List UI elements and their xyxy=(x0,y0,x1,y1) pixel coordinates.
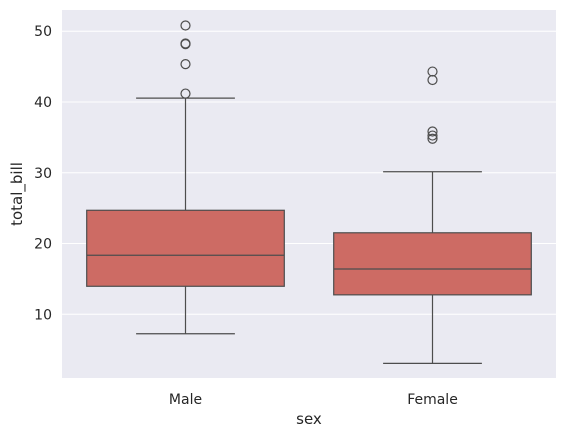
outlier-point xyxy=(427,133,438,144)
x-tick-labels: Male Female xyxy=(169,392,458,408)
outlier-point xyxy=(180,59,191,70)
x-tick-label: Male xyxy=(169,392,202,408)
plot-area xyxy=(62,10,556,378)
outlier-point xyxy=(180,88,191,99)
outlier-point xyxy=(427,130,438,141)
x-axis-label: sex xyxy=(296,410,322,428)
box-female xyxy=(333,66,532,364)
outlier-point xyxy=(427,126,438,137)
boxes xyxy=(86,20,532,364)
x-tick-label: Female xyxy=(407,392,458,408)
y-tick-label: 10 xyxy=(34,307,52,323)
y-tick-label: 30 xyxy=(34,166,52,182)
outlier-point xyxy=(427,66,438,77)
y-tick-label: 50 xyxy=(34,24,52,40)
iqr-box xyxy=(333,232,532,296)
y-axis-label: total_bill xyxy=(8,162,27,226)
outlier-point xyxy=(180,20,191,31)
y-tick-label: 20 xyxy=(34,237,52,253)
iqr-box xyxy=(86,209,285,287)
box-male xyxy=(86,20,285,335)
outlier-point xyxy=(180,38,191,49)
y-tick-labels: 10 20 30 40 50 xyxy=(34,24,52,323)
y-tick-label: 40 xyxy=(34,95,52,111)
